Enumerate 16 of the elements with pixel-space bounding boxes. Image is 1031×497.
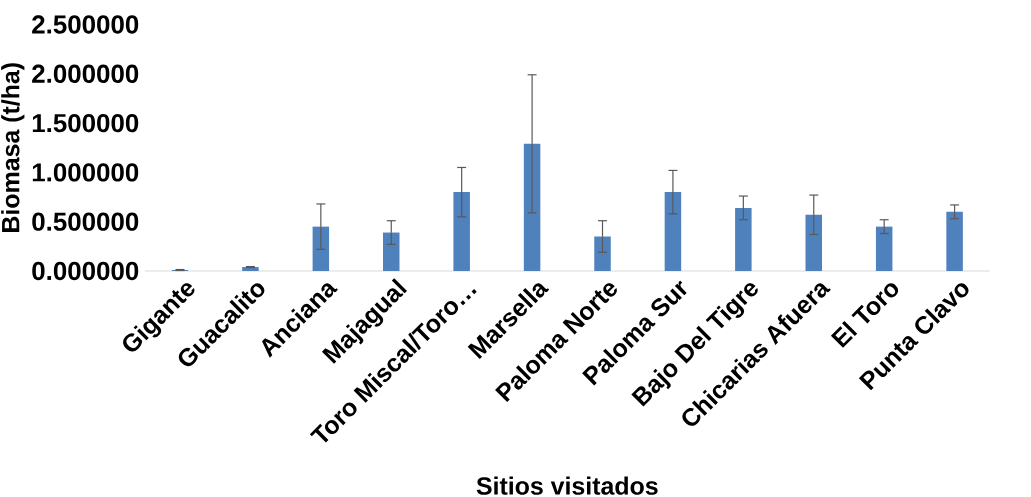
y-tick-label: 2.500000 xyxy=(32,15,139,34)
bar xyxy=(383,232,400,271)
y-tick-label: 1.000000 xyxy=(32,163,139,182)
bar xyxy=(805,214,823,271)
y-tick-label: 2.000000 xyxy=(32,64,139,83)
y-tick-label: 1.500000 xyxy=(32,113,139,133)
x-axis-title: Sitios visitados xyxy=(476,476,658,495)
y-axis-title: Biomasa (t/ha) xyxy=(1,63,25,232)
bar xyxy=(453,192,470,271)
bar xyxy=(946,211,963,271)
bar xyxy=(875,226,893,271)
y-tick-label: 0.500000 xyxy=(32,212,139,231)
bar xyxy=(735,207,752,271)
bar xyxy=(594,236,611,271)
y-tick-label: 0.000000 xyxy=(32,261,139,281)
bar xyxy=(664,192,682,271)
